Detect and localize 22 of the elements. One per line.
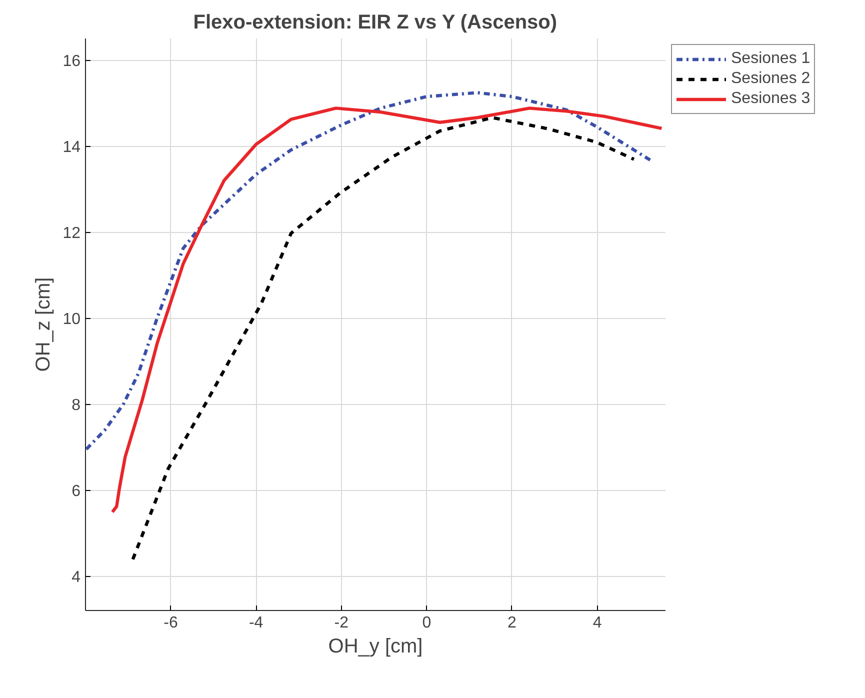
x-tick-label: -4 bbox=[248, 614, 264, 632]
y-tick-label: 12 bbox=[62, 225, 81, 242]
line-series bbox=[110, 106, 664, 514]
y-tick-label: 8 bbox=[72, 397, 81, 414]
x-axis-title: OH_y [cm] bbox=[328, 636, 423, 658]
x-tick-label: -2 bbox=[334, 614, 349, 632]
legend-label: Sesiones 3 bbox=[731, 90, 810, 108]
x-tick-label: 2 bbox=[508, 614, 517, 632]
line-series bbox=[86, 91, 654, 451]
legend-label: Sesiones 2 bbox=[731, 70, 810, 88]
y-tick-label: 4 bbox=[72, 569, 81, 586]
x-tick-label: -6 bbox=[164, 614, 178, 632]
chart-title: Flexo-extension: EIR Z vs Y (Ascenso) bbox=[193, 12, 558, 34]
y-tick-label: 16 bbox=[62, 53, 81, 70]
y-axis-title: OH_z [cm] bbox=[32, 277, 55, 372]
x-tick-label: 0 bbox=[422, 614, 432, 632]
line-series bbox=[131, 116, 636, 561]
y-tick-label: 10 bbox=[62, 311, 81, 328]
y-tick-label: 6 bbox=[72, 483, 81, 500]
legend-label: Sesiones 1 bbox=[731, 50, 810, 68]
x-tick-label: 4 bbox=[592, 614, 602, 632]
y-tick-label: 14 bbox=[62, 139, 81, 156]
